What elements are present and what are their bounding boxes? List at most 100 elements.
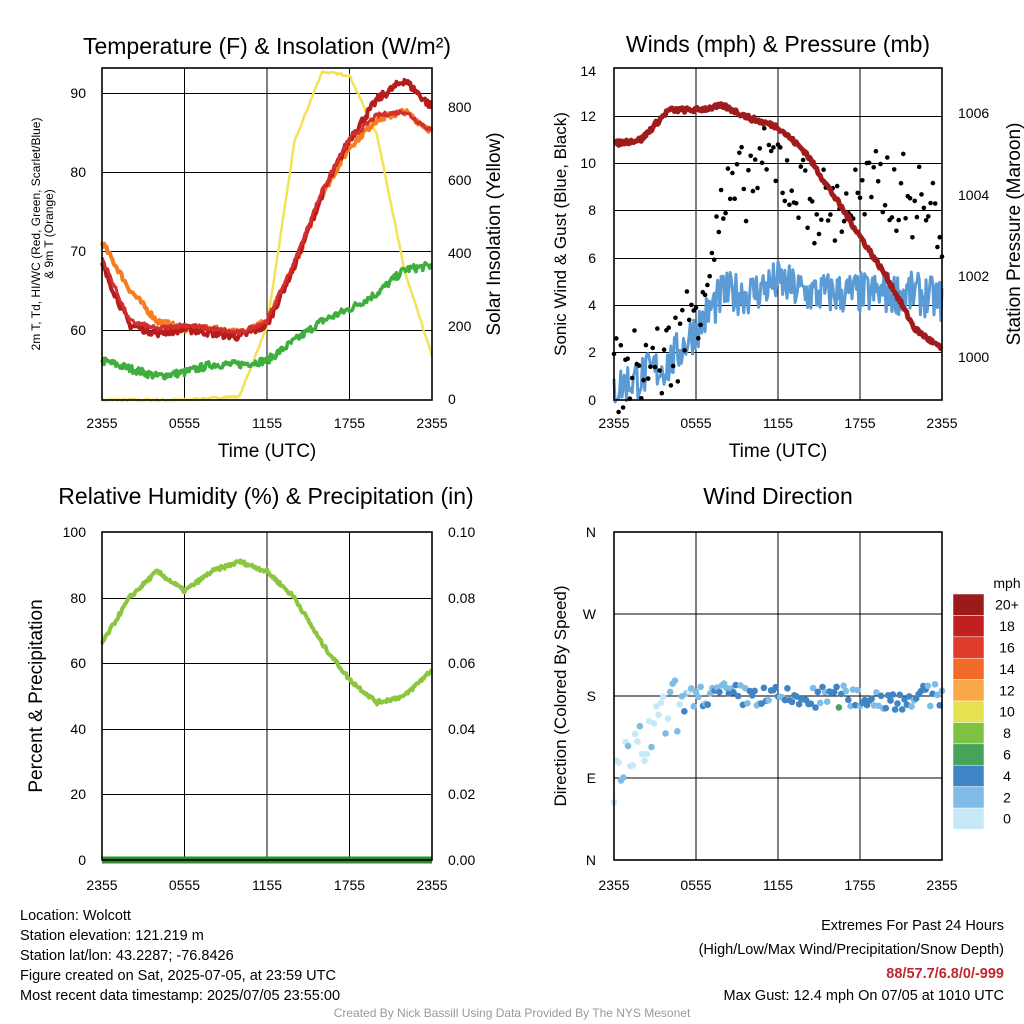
wind-xtick: 0555 [680, 415, 711, 431]
direction-dot [697, 683, 704, 691]
direction-dot [615, 759, 622, 766]
gust-dot [901, 151, 906, 157]
legend-label: 2 [1003, 789, 1011, 805]
created-text: Figure created on Sat, 2025-07-05, at 23… [20, 968, 336, 984]
dir-xtick: 2355 [926, 877, 957, 893]
temp-ytick: 70 [70, 243, 86, 259]
gust-dot [620, 405, 626, 410]
max-gust-text: Max Gust: 12.4 mph On 07/05 at 1010 UTC [723, 988, 1004, 1004]
legend-label: 6 [1003, 747, 1011, 763]
rh-xtick: 0555 [169, 877, 200, 893]
station-info: Location: Wolcott Station elevation: 121… [20, 906, 340, 1006]
gust-dot [718, 187, 724, 193]
direction-dot [891, 706, 899, 713]
gust-dot [800, 157, 806, 163]
wind-xtick: 1755 [844, 415, 875, 431]
direction-dot [887, 697, 894, 704]
direction-dot [751, 687, 758, 695]
gust-dot [768, 148, 774, 154]
wind-ytick: 14 [580, 63, 596, 79]
gust-dot [798, 164, 804, 169]
rh-line [100, 558, 434, 707]
gust-dot [652, 364, 658, 370]
direction-dot [814, 688, 822, 696]
direction-dot [924, 682, 932, 690]
rh-grid [102, 532, 432, 860]
direction-dot [809, 684, 817, 692]
direction-dot [823, 698, 831, 705]
gust-dot [616, 409, 621, 415]
temp-xtick: 1755 [334, 415, 365, 431]
direction-dot [840, 682, 847, 690]
gust-dot [702, 292, 708, 298]
gust-dot [727, 196, 733, 202]
rh-ytick: 40 [70, 721, 86, 737]
gust-dot [757, 146, 763, 151]
wind-ytick: 2 [588, 344, 596, 360]
temp-panel: Temperature (F) & Insolation (W/m²) 60 7… [29, 33, 505, 462]
dir-ytick: W [583, 606, 597, 622]
legend-swatch [952, 722, 985, 745]
legend-swatch [952, 743, 985, 766]
direction-dot [636, 722, 644, 730]
gust-dot [655, 326, 660, 331]
direction-dot [934, 691, 941, 699]
gust-dot [771, 145, 776, 150]
gust-dot [914, 214, 920, 220]
gust-dot [659, 390, 665, 396]
gust-dot [819, 217, 824, 223]
direction-dot [830, 688, 838, 696]
direction-dot [692, 688, 700, 696]
gust-dot [912, 198, 917, 204]
temp-ylabel: 2m T, Td, HI/WC (Red, Green, Scarlet/Blu… [29, 118, 56, 351]
recent-data-text: Most recent data timestamp: 2025/07/05 2… [20, 988, 341, 1004]
dir-x-ticks: 2355 0555 1155 1755 2355 [598, 877, 957, 893]
gust-dot [755, 185, 760, 191]
wind-ytick: 6 [588, 250, 596, 266]
wind-ylabel: Sonic Wind & Gust (Blue, Black) [551, 112, 570, 356]
temp-ytick: 80 [70, 164, 86, 180]
gust-dot [698, 322, 703, 328]
extremes-title: Extremes For Past 24 Hours [821, 918, 1004, 934]
gust-dot [834, 183, 840, 189]
rh-panel: Relative Humidity (%) & Precipitation (i… [26, 483, 475, 893]
gust-dot [809, 199, 815, 204]
gust-dot [725, 166, 731, 171]
gust-dot [821, 167, 826, 172]
rh-y2tick: 0.06 [448, 655, 475, 671]
direction-dot [664, 715, 672, 722]
dir-xtick: 0555 [680, 877, 711, 893]
gust-dot [730, 170, 735, 176]
gust-dot [693, 305, 699, 311]
direction-dot [662, 730, 669, 737]
temp-ytick: 60 [70, 322, 86, 338]
direction-dot [816, 699, 824, 707]
rh-xtick: 2355 [86, 877, 117, 893]
direction-dot [898, 706, 906, 713]
dir-frame [613, 531, 943, 861]
legend-swatch [952, 700, 985, 723]
legend-swatch [952, 786, 985, 809]
direction-dot [655, 711, 662, 718]
legend-swatch [952, 807, 985, 830]
gust-dot [782, 198, 788, 204]
gust-dot [921, 205, 927, 211]
direction-dot [744, 700, 751, 707]
gust-dot [714, 214, 719, 219]
pressure-line [612, 101, 944, 352]
direction-dot [835, 704, 843, 711]
temp-y2tick: 0 [448, 391, 456, 407]
wind-plot-area [611, 101, 945, 415]
direction-dot [908, 703, 915, 710]
extremes-values: 88/57.7/6.8/0/-999 [886, 966, 1004, 982]
gust-dot [618, 342, 624, 348]
gust-dot [787, 202, 792, 208]
legend-swatch [952, 764, 985, 787]
direction-dot [760, 684, 768, 692]
gust-dot [860, 178, 865, 183]
gust-dot [707, 273, 712, 279]
gust-dot [869, 194, 874, 200]
direction-dot [781, 696, 789, 704]
gust-dot [696, 335, 701, 341]
gust-dot [668, 383, 674, 388]
